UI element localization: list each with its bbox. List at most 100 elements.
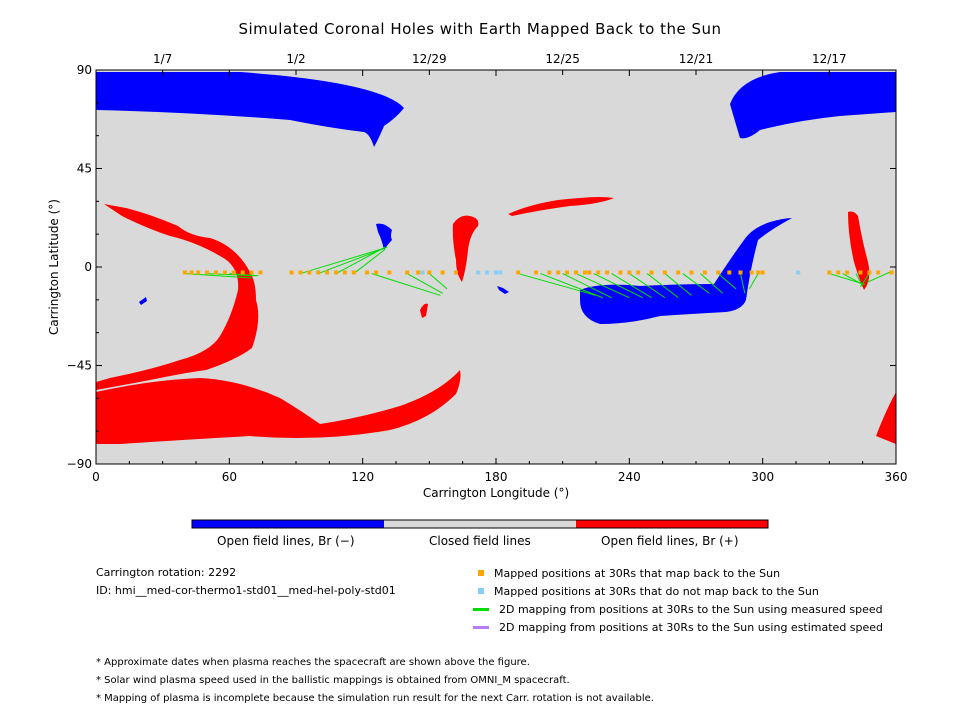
note-dates: * Approximate dates when plasma reaches …: [96, 657, 530, 668]
mapped-point: [440, 270, 445, 275]
mapped-point: [845, 270, 850, 275]
mapping-line: [300, 246, 388, 275]
mapping-line: [682, 273, 710, 294]
mapping-line: [739, 273, 746, 294]
mapped-point: [240, 270, 245, 275]
mapped-point: [298, 270, 303, 275]
legend-item-mapped: Mapped positions at 30Rs that map back t…: [478, 565, 780, 581]
y-tick-label: 45: [77, 162, 92, 176]
mapped-point: [334, 270, 338, 275]
mapped-point: [534, 270, 538, 275]
x-tick-label: 360: [885, 470, 908, 484]
mapping-line: [540, 273, 603, 299]
colorbar-negative: [192, 520, 384, 528]
legend-swatch-mapped: [478, 570, 484, 576]
mapped-point: [756, 270, 761, 275]
unmapped-point: [796, 270, 801, 275]
mapped-point: [836, 270, 841, 275]
hole-near-160: [452, 215, 479, 282]
mapped-point: [582, 270, 587, 275]
mapped-point: [574, 270, 578, 275]
mapped-point: [231, 270, 236, 275]
mapped-point: [182, 270, 187, 275]
legend-label-unmapped: Mapped positions at 30Rs that do not map…: [494, 584, 819, 598]
x-axis-ticks: 0 60 120 180 240 300 360: [92, 70, 907, 484]
mapped-point: [325, 270, 330, 275]
date-tick-label: 12/25: [545, 52, 580, 66]
y-tick-label: 90: [77, 63, 92, 77]
colorbar-positive: [576, 520, 768, 528]
note-incomplete: * Mapping of plasma is incomplete becaus…: [96, 693, 654, 704]
mapping-line: [184, 273, 252, 279]
mapped-point: [249, 270, 254, 275]
mapped-point: [427, 270, 432, 275]
date-tick-label: 1/7: [153, 52, 172, 66]
mapped-point: [702, 270, 707, 275]
mapped-point: [596, 270, 601, 275]
mapped-point: [876, 270, 881, 275]
y-tick-label: 0: [84, 260, 92, 274]
mapping-line: [371, 273, 441, 296]
hole-near-185: [497, 286, 509, 294]
legend-label-estimated: 2D mapping from positions at 30Rs to the…: [499, 620, 884, 634]
mapping-line: [866, 270, 892, 283]
legend-item-unmapped: Mapped positions at 30Rs that do not map…: [478, 583, 819, 599]
date-tick-label: 1/2: [286, 52, 305, 66]
colorbar-frame: [191, 519, 769, 529]
legend-swatch-unmapped: [478, 588, 484, 594]
mapped-point: [416, 270, 421, 275]
small-hole-west: [139, 297, 147, 305]
mapped-point: [716, 270, 721, 275]
mapping-line: [429, 273, 448, 290]
y-tick-label: −90: [67, 457, 92, 471]
colorbar-label-negative: Open field lines, Br (−): [217, 534, 355, 548]
positive-open-field-regions: [96, 197, 896, 444]
mapped-point: [289, 270, 294, 275]
southern-arc: [96, 370, 461, 444]
x-tick-label: 0: [92, 470, 100, 484]
y-axis-label: Carrington Latitude (°): [47, 199, 61, 335]
mapped-point: [605, 270, 610, 275]
top-date-axis: 1/7 1/2 12/29 12/25 12/21 12/17: [153, 52, 847, 75]
mapped-point: [827, 270, 832, 275]
mapped-point: [556, 270, 561, 275]
mapping-line: [335, 246, 386, 275]
unmapped-point: [494, 270, 498, 275]
legend-swatch-estimated: [473, 625, 489, 629]
mapped-point: [760, 270, 765, 275]
mapped-point: [587, 270, 592, 275]
hole-near-130: [376, 223, 392, 250]
mapped-point: [627, 270, 632, 275]
legend-item-measured: 2D mapping from positions at 30Rs to the…: [473, 601, 883, 617]
mapped-point: [374, 270, 378, 275]
y-tick-label: −45: [67, 359, 92, 373]
run-id: ID: hmi__med-cor-thermo1-std01__med-hel-…: [96, 584, 396, 597]
date-tick-label: 12/21: [679, 52, 714, 66]
mapping-line: [748, 273, 759, 290]
mapped-point: [196, 270, 201, 275]
colorbar-label-positive: Open field lines, Br (+): [601, 534, 739, 548]
hole-near-148: [420, 303, 428, 318]
unmapped-point: [476, 270, 481, 275]
x-axis-label: Carrington Longitude (°): [423, 486, 569, 500]
north-polar-hole-left: [96, 72, 404, 147]
note-speed: * Solar wind plasma speed used in the ba…: [96, 675, 570, 686]
legend-label-measured: 2D mapping from positions at 30Rs to the…: [499, 602, 883, 616]
mapped-point: [351, 270, 356, 275]
equatorial-hole: [580, 218, 792, 324]
date-tick-label: 12/17: [812, 52, 847, 66]
unmapped-point: [485, 270, 490, 275]
legend-item-estimated: 2D mapping from positions at 30Rs to the…: [473, 619, 884, 635]
x-tick-label: 240: [618, 470, 641, 484]
mapping-line: [842, 273, 863, 285]
unmapped-point: [498, 270, 503, 275]
mapped-positions: [182, 270, 894, 275]
mapped-point: [189, 270, 194, 275]
mapping-lines: [184, 246, 892, 299]
mapped-point: [258, 270, 263, 275]
carrington-rotation: Carrington rotation: 2292: [96, 566, 237, 579]
mapping-line: [717, 273, 737, 290]
mapping-line: [575, 273, 630, 299]
x-tick-label: 120: [351, 470, 374, 484]
mapped-point: [749, 270, 754, 275]
